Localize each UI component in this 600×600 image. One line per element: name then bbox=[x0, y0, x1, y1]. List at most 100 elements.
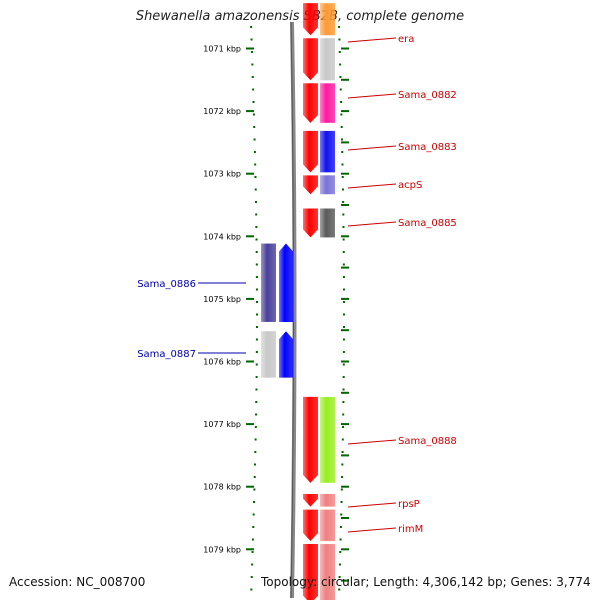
left-tick-dots bbox=[255, 401, 258, 403]
forward-gene-arrow bbox=[303, 130, 318, 173]
minor-tick bbox=[341, 485, 349, 488]
forward-gene-arrow bbox=[303, 396, 318, 483]
scale-tick-label: 1073 kbp bbox=[203, 170, 241, 179]
right-tick-dots bbox=[339, 88, 342, 91]
minor-tick bbox=[341, 266, 349, 269]
scale-tick-label: 1078 kbp bbox=[203, 483, 241, 492]
right-tick-dots bbox=[340, 138, 343, 141]
left-tick-dots bbox=[251, 63, 254, 66]
scale-tick-label: 1076 kbp bbox=[203, 358, 241, 367]
cog-bar bbox=[320, 544, 335, 600]
left-tick-dots bbox=[255, 326, 258, 328]
gene-leader-line bbox=[347, 183, 397, 189]
forward-gene-arrow bbox=[303, 38, 318, 81]
right-tick-dots bbox=[342, 376, 345, 378]
left-tick-dots bbox=[254, 426, 257, 428]
scale-tick-label: 1077 kbp bbox=[203, 420, 241, 429]
gene-leader-line bbox=[347, 37, 397, 43]
left-tick-dots bbox=[255, 251, 258, 253]
right-tick-dots bbox=[340, 126, 343, 128]
left-tick-dots bbox=[250, 576, 253, 578]
scale-tick bbox=[246, 172, 254, 175]
scale-tick bbox=[246, 297, 254, 300]
left-tick-dots bbox=[250, 588, 253, 591]
gene-leader-line bbox=[347, 221, 397, 227]
forward-gene-arrow bbox=[303, 509, 318, 542]
right-tick-dots bbox=[342, 276, 345, 278]
cog-bar bbox=[261, 243, 276, 322]
forward-gene-arrow bbox=[303, 208, 318, 238]
left-tick-dots bbox=[252, 113, 255, 116]
left-tick-dots bbox=[255, 376, 258, 378]
right-tick-dots bbox=[340, 101, 343, 103]
genome-backbone bbox=[290, 21, 297, 599]
minor-tick bbox=[341, 548, 349, 551]
left-tick-dots bbox=[250, 26, 253, 28]
forward-gene-arrow bbox=[303, 544, 318, 600]
right-tick-dots bbox=[342, 388, 345, 391]
gene-label: Sama_0885 bbox=[398, 218, 457, 229]
right-tick-dots bbox=[341, 151, 344, 153]
left-tick-dots bbox=[254, 463, 257, 466]
right-tick-dots bbox=[342, 288, 345, 291]
scale-tick bbox=[246, 360, 254, 363]
topology-label: Topology: circular; Length: 4,306,142 bp… bbox=[261, 575, 591, 589]
scale-tick-label: 1071 kbp bbox=[203, 45, 241, 54]
right-tick-dots bbox=[342, 201, 345, 203]
reverse-gene-arrow bbox=[279, 243, 293, 322]
left-tick-dots bbox=[255, 351, 258, 353]
minor-tick bbox=[341, 110, 349, 113]
left-tick-dots bbox=[254, 438, 257, 441]
left-tick-dots bbox=[252, 101, 255, 103]
left-tick-dots bbox=[254, 451, 257, 453]
cog-bar bbox=[320, 396, 335, 483]
right-tick-dots bbox=[342, 338, 345, 341]
forward-gene-arrow bbox=[303, 83, 318, 123]
left-tick-dots bbox=[253, 151, 256, 153]
gene-label: Sama_0883 bbox=[398, 142, 457, 153]
right-tick-dots bbox=[338, 563, 341, 566]
right-tick-dots bbox=[342, 351, 345, 353]
cog-bar bbox=[320, 83, 335, 123]
left-tick-dots bbox=[250, 51, 253, 53]
gene-label: rpsP bbox=[398, 499, 420, 510]
cog-bar bbox=[320, 175, 335, 195]
scale-tick bbox=[246, 47, 254, 50]
scale-tick bbox=[246, 235, 254, 238]
left-tick-dots bbox=[251, 76, 254, 78]
right-tick-dots bbox=[341, 451, 344, 453]
right-tick-dots bbox=[340, 113, 343, 116]
left-tick-dots bbox=[255, 363, 258, 366]
scale-tick bbox=[246, 485, 254, 488]
right-tick-dots bbox=[342, 313, 345, 316]
right-tick-dots bbox=[342, 213, 345, 216]
cog-bar bbox=[261, 331, 276, 378]
right-tick-dots bbox=[338, 576, 341, 578]
scale-tick bbox=[246, 110, 254, 113]
minor-tick bbox=[341, 360, 349, 363]
gene-leader-line bbox=[347, 93, 397, 99]
right-tick-dots bbox=[339, 551, 342, 553]
right-tick-dots bbox=[342, 263, 345, 266]
cog-bar bbox=[320, 3, 335, 36]
minor-tick bbox=[341, 391, 349, 394]
gene-leader-line bbox=[347, 145, 397, 151]
left-tick-dots bbox=[250, 38, 253, 41]
cog-bar bbox=[320, 130, 335, 173]
gene-label: acpS bbox=[398, 180, 422, 191]
right-tick-dots bbox=[341, 176, 344, 178]
right-tick-dots bbox=[338, 26, 341, 28]
forward-gene-arrow bbox=[303, 3, 318, 36]
minor-tick bbox=[341, 235, 349, 238]
left-tick-dots bbox=[253, 488, 256, 491]
left-tick-dots bbox=[255, 413, 258, 416]
gene-leader-line bbox=[347, 527, 397, 533]
left-tick-dots bbox=[253, 126, 256, 128]
left-tick-dots bbox=[251, 551, 254, 553]
right-tick-dots bbox=[341, 188, 344, 191]
right-tick-dots bbox=[342, 326, 345, 328]
right-tick-dots bbox=[342, 413, 345, 416]
right-tick-dots bbox=[341, 163, 344, 166]
left-tick-dots bbox=[255, 288, 258, 291]
gene-label: Sama_0888 bbox=[398, 436, 457, 447]
